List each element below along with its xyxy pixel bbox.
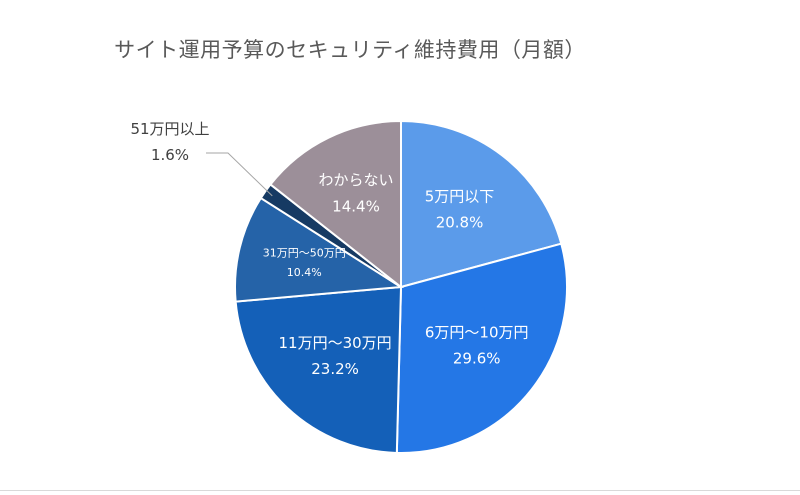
pie-slice-2 xyxy=(395,242,568,454)
pie-slice-3 xyxy=(234,285,403,454)
pie-slices xyxy=(234,119,568,454)
chart-title: サイト運用予算のセキュリティ維持費用（月額） xyxy=(114,38,586,62)
slice-value-6: 14.4% xyxy=(332,197,380,215)
slice-value-3: 23.2% xyxy=(311,360,359,378)
slice-label-3: 11万円〜30万円 xyxy=(278,334,391,352)
bottom-divider xyxy=(0,490,800,491)
slice-label-6: わからない xyxy=(319,171,394,189)
slice-label-4: 31万円〜50万円 xyxy=(263,247,346,260)
leader-line-5 xyxy=(206,152,273,197)
slice-value-2: 29.6% xyxy=(453,350,501,368)
slice-value-5: 1.6% xyxy=(151,146,189,164)
pie-slice-4 xyxy=(234,196,405,303)
slice-labels: 5万円以下 20.8% 6万円〜10万円 29.6% 11万円〜30万円 23.2% 31万… xyxy=(130,120,528,378)
slice-value-1: 20.8% xyxy=(436,214,484,232)
pie-slice-1 xyxy=(400,119,563,289)
slice-label-5: 51万円以上 xyxy=(130,120,209,138)
pie-slice-6 xyxy=(269,119,402,290)
slice-value-4: 10.4% xyxy=(287,266,322,279)
slice-label-2: 6万円〜10万円 xyxy=(425,323,529,341)
slice-label-1: 5万円以下 xyxy=(425,187,495,205)
leader-lines xyxy=(206,152,273,197)
